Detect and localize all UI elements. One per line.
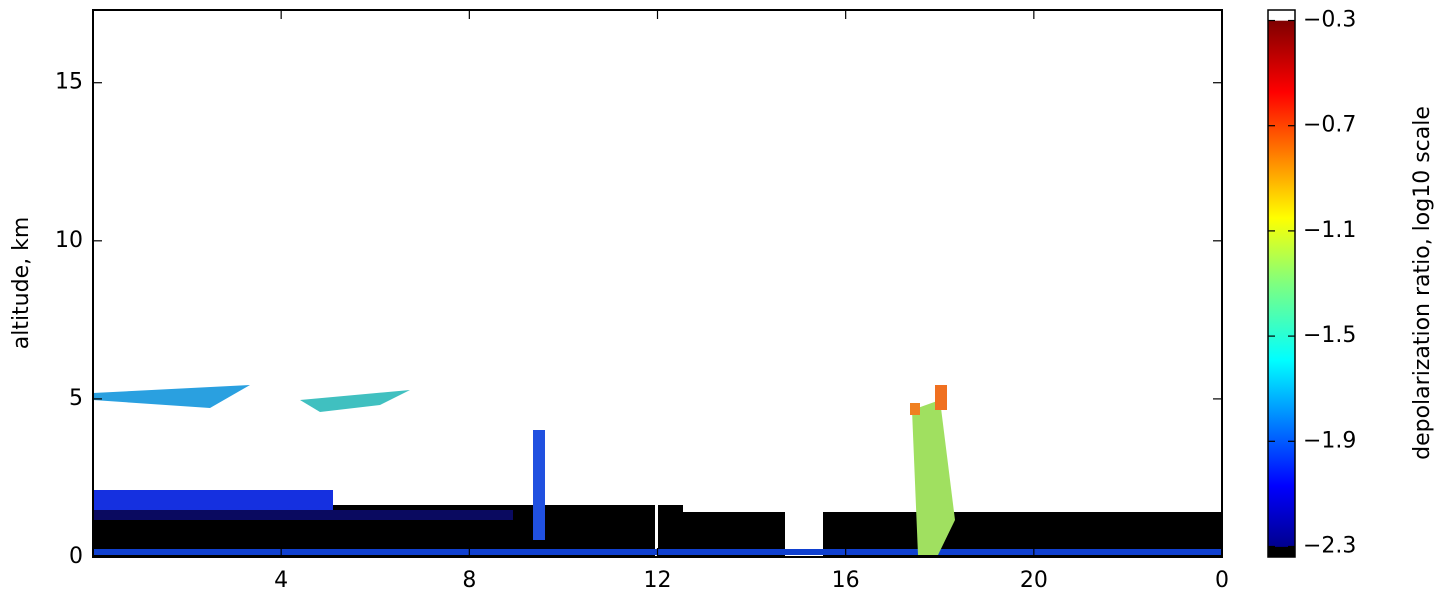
colorbar-tick-label: −0.3 (1303, 8, 1356, 33)
y-tick-label: 0 (69, 544, 83, 569)
colorbar-tick-label: −0.7 (1303, 113, 1356, 138)
colorbar-label: depolarization ratio, log10 scale (1410, 106, 1435, 460)
plot-frame (92, 9, 1223, 558)
heatmap-image (93, 385, 1222, 557)
colorbar-tick-label: −1.9 (1303, 428, 1356, 453)
colorbar-tick-label: −1.1 (1303, 218, 1356, 243)
x-tick-label: 8 (462, 568, 476, 593)
x-tick-label: 0 (1215, 568, 1229, 593)
y-tick-label: 15 (55, 70, 83, 95)
x-tick-label: 12 (644, 568, 672, 593)
x-tick-label: 4 (274, 568, 288, 593)
colorbar (1267, 9, 1296, 558)
x-tick-label: 20 (1020, 568, 1048, 593)
colorbar-tick-label: −1.5 (1303, 323, 1356, 348)
y-tick-label: 5 (69, 386, 83, 411)
y-axis-label: altitude, km (9, 217, 34, 350)
x-tick-label: 16 (832, 568, 860, 593)
y-tick-label: 10 (55, 228, 83, 253)
colorbar-tick-label: −2.3 (1303, 533, 1356, 558)
